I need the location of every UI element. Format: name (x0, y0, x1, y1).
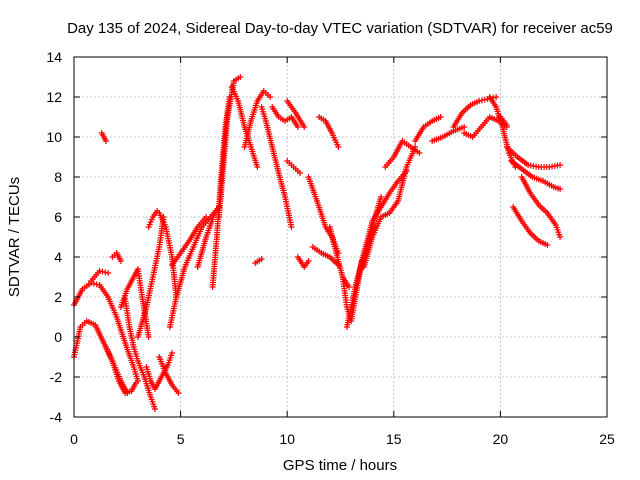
data-point (301, 124, 308, 130)
y-tick-label: 6 (54, 209, 62, 225)
data-point (102, 269, 109, 276)
data-point (335, 144, 342, 150)
series-arc-43 (508, 158, 564, 192)
data-point (254, 164, 261, 170)
data-point (305, 258, 312, 264)
y-tick-label: 8 (54, 169, 62, 185)
x-tick-label: 20 (493, 431, 509, 447)
y-tick-label: 4 (54, 249, 62, 265)
series-arc-05 (102, 344, 139, 396)
data-point (132, 380, 139, 386)
data-point (294, 124, 301, 130)
data-point (102, 138, 109, 144)
plot-frame (73, 56, 608, 418)
data-point (96, 268, 103, 274)
data-point (544, 242, 551, 248)
data-point (258, 256, 265, 262)
data-point (481, 96, 488, 103)
series-arc-29 (316, 114, 342, 150)
series-arc-45 (518, 174, 564, 240)
data-point (378, 194, 385, 200)
x-tick-label: 5 (177, 431, 185, 447)
series-arc-24 (284, 98, 308, 130)
y-tick-label: 14 (46, 49, 62, 65)
data-point (237, 74, 244, 80)
series-arc-16 (194, 210, 218, 270)
data-point (145, 334, 152, 340)
series-arc-44 (510, 204, 551, 248)
data-point (461, 124, 468, 130)
series-arc-06 (109, 250, 124, 264)
x-tick-label: 25 (599, 431, 615, 447)
series-arc-15 (169, 214, 210, 268)
series-arc-35 (382, 138, 423, 170)
data-point (99, 268, 106, 275)
series-arc-25 (284, 158, 303, 176)
y-tick-label: 10 (46, 129, 62, 145)
data-point (288, 224, 295, 230)
axis-ticks: 0 5 10 15 20 25 -4 -2 0 2 4 6 8 10 12 14 (46, 49, 615, 447)
data-point (105, 270, 112, 276)
data-point (296, 170, 303, 176)
x-tick-label: 10 (279, 431, 295, 447)
data-point (90, 280, 97, 287)
series-arc-09 (134, 214, 167, 340)
series-arc-40 (486, 94, 519, 170)
series-arc-30 (326, 224, 353, 290)
x-tick-label: 15 (386, 431, 402, 447)
series-arc-41 (497, 114, 510, 128)
series-arc-07 (117, 266, 152, 340)
series-arc-36 (412, 114, 444, 144)
series-arc-22 (258, 104, 295, 230)
series-arc-19 (228, 84, 261, 170)
y-tick-label: -4 (50, 409, 63, 425)
series-arc-27 (305, 174, 342, 256)
series-arc-18 (215, 74, 244, 220)
data-point (476, 98, 483, 104)
data-point (346, 284, 353, 290)
data-point (267, 94, 274, 100)
data-point (557, 162, 564, 168)
data-point (557, 186, 564, 192)
y-axis-label: SDTVAR / TECUs (6, 177, 23, 297)
y-tick-label: 2 (54, 289, 62, 305)
x-axis-label: GPS time / hours (283, 457, 397, 474)
data-point (557, 234, 564, 240)
data-point (152, 406, 159, 412)
series-arc-38 (450, 94, 500, 130)
data-points (71, 74, 564, 412)
series-arc-20 (241, 88, 274, 150)
series-arc-42 (503, 144, 564, 170)
series-arc-04 (98, 130, 109, 144)
y-tick-label: 12 (46, 89, 62, 105)
data-point (93, 281, 100, 288)
data-point (175, 390, 182, 396)
data-point (437, 114, 444, 120)
data-point (169, 350, 176, 356)
series-arc-26 (294, 254, 312, 270)
y-tick-label: 0 (54, 329, 62, 345)
data-point (117, 258, 124, 264)
series-arc-11 (145, 208, 161, 230)
y-tick-label: -2 (50, 369, 63, 385)
grid (74, 57, 607, 417)
data-point (503, 122, 510, 128)
series-arc-23 (269, 104, 301, 130)
data-point (416, 150, 423, 156)
chart-title: Day 135 of 2024, Sidereal Day-to-day VTE… (67, 20, 613, 37)
data-point (478, 97, 485, 104)
data-point (203, 214, 210, 220)
series-arc-12 (156, 354, 182, 396)
series-arc-34 (360, 144, 419, 270)
series-arc-10 (143, 350, 176, 392)
x-tick-label: 0 (70, 431, 78, 447)
series-arc-08 (122, 296, 159, 412)
series-arc-37 (429, 124, 468, 144)
series-arc-21 (252, 256, 265, 266)
series-arc-03 (88, 268, 112, 284)
data-point (493, 94, 500, 100)
